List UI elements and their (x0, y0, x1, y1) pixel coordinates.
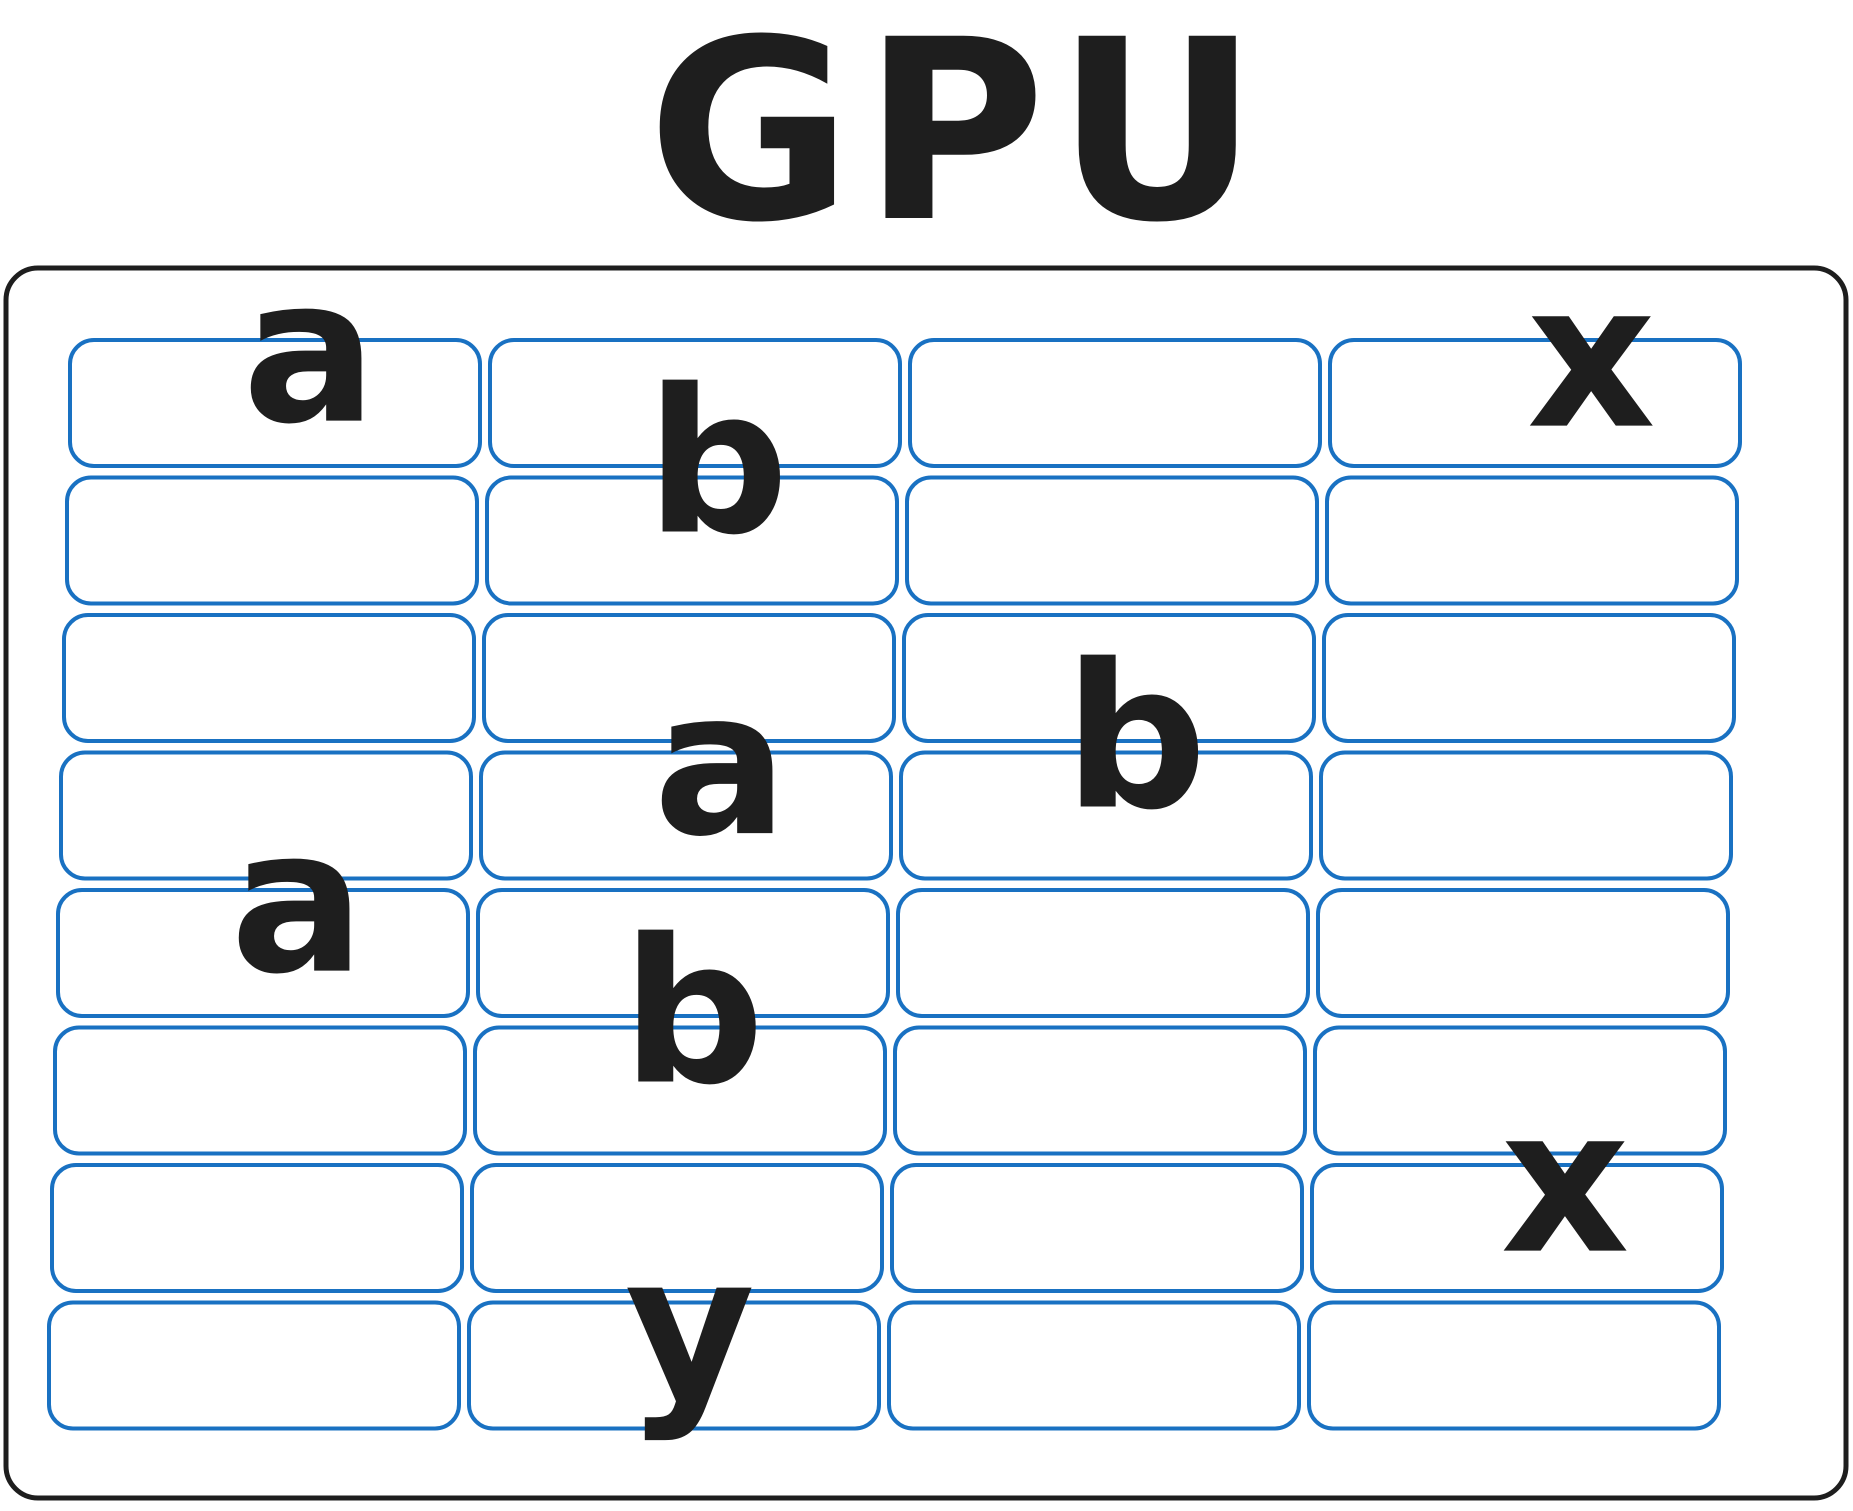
memory-cell-r2-c3 (1322, 613, 1736, 743)
memory-cell-r1-c0 (65, 475, 479, 606)
diagram-title: GPU (647, 0, 1268, 277)
memory-cell-r1-c1 (485, 475, 899, 606)
memory-cell-r5-c2 (893, 1025, 1307, 1156)
cell-value-r6-c3: x (1501, 1066, 1630, 1299)
memory-cell-r0-c2 (908, 338, 1322, 468)
cell-value-r0-c1: b (646, 347, 789, 580)
memory-cell-r1-c2 (905, 475, 1319, 606)
memory-cell-r2-c2 (902, 613, 1316, 743)
memory-cell-r3-c1 (479, 750, 893, 881)
memory-cell-r3-c2 (899, 750, 1313, 881)
memory-cell-r7-c3 (1307, 1300, 1721, 1431)
cell-value-r7-c1: y (625, 1212, 755, 1445)
memory-cell-r3-c0 (59, 750, 473, 881)
cell-value-r0-c3: x (1527, 241, 1656, 474)
memory-cell-r4-c0 (56, 888, 470, 1018)
memory-cell-r4-c1 (476, 888, 890, 1018)
cell-value-r4-c1: b (622, 897, 765, 1130)
memory-cell-r7-c1 (467, 1300, 881, 1431)
memory-cell-r4-c2 (896, 888, 1310, 1018)
memory-cell-r5-c0 (53, 1025, 467, 1156)
memory-cell-r0-c3 (1328, 338, 1742, 468)
memory-cell-r0-c1 (488, 338, 902, 468)
memory-cell-r1-c3 (1325, 475, 1739, 606)
cell-value-r3-c1: a (653, 648, 788, 881)
memory-cell-r6-c2 (890, 1163, 1304, 1293)
memory-cell-r2-c0 (62, 613, 476, 743)
memory-cell-r3-c3 (1319, 750, 1733, 881)
memory-cell-grid (47, 338, 1742, 1431)
memory-cell-r6-c0 (50, 1163, 464, 1293)
memory-cell-r7-c2 (887, 1300, 1301, 1431)
cell-value-r4-c0: a (230, 786, 365, 1019)
memory-cell-r7-c0 (47, 1300, 461, 1431)
cell-value-r0-c0: a (242, 236, 377, 469)
memory-cell-r0-c0 (68, 338, 482, 468)
memory-cell-r5-c1 (473, 1025, 887, 1156)
memory-cell-r4-c3 (1316, 888, 1730, 1018)
memory-cell-r5-c3 (1313, 1025, 1727, 1156)
memory-cell-r6-c1 (470, 1163, 884, 1293)
memory-cell-r2-c1 (482, 613, 896, 743)
cell-value-r2-c2: b (1064, 622, 1207, 855)
memory-cell-r6-c3 (1310, 1163, 1724, 1293)
